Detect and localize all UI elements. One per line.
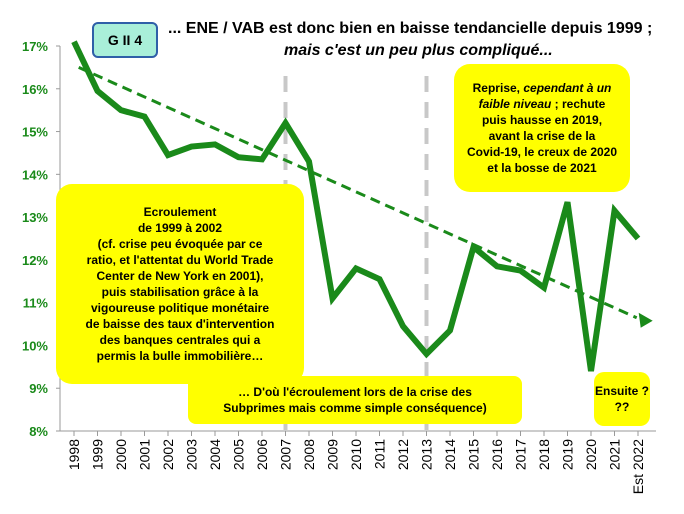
x-tick-label: 2010: [348, 439, 364, 470]
note-left-line: Center de New York en 2001),: [96, 269, 264, 283]
note-left-line: permis la bulle immobilière…: [96, 349, 264, 363]
note-small-line: Ensuite ?: [594, 384, 649, 398]
x-tick-label: 2021: [607, 439, 623, 470]
x-tick-label: 2020: [583, 439, 599, 470]
x-tick-label: 2016: [489, 439, 505, 470]
annotation-recovery: Reprise, cependant à un faible niveau ; …: [454, 64, 630, 192]
y-tick-label: 12%: [22, 253, 48, 268]
note-right-line: avant la crise de la: [488, 129, 596, 143]
note-left-line: de 1999 à 2002: [137, 221, 223, 235]
note-right-line: Covid-19, le creux de 2020: [466, 145, 618, 159]
y-tick-label: 15%: [22, 125, 48, 140]
note-small-line: ??: [614, 400, 630, 414]
annotation-next: Ensuite ? ??: [594, 372, 650, 426]
y-tick-label: 10%: [22, 338, 48, 353]
note-left-line: puis stabilisation grâce à la: [101, 285, 259, 299]
x-tick-label: 2004: [207, 439, 223, 470]
y-tick-label: 13%: [22, 210, 48, 225]
x-tick-label: 2012: [395, 439, 411, 470]
note-left-line: (cf. crise peu évoquée par ce: [97, 237, 263, 251]
note-right-line: puis hausse en 2019,: [481, 113, 603, 127]
x-tick-label: 2011: [372, 439, 388, 469]
y-tick-label: 8%: [29, 424, 48, 439]
annotation-subprimes: … D'où l'écroulement lors de la crise de…: [188, 376, 522, 424]
note-bottom-line: Subprimes mais comme simple conséquence): [223, 401, 487, 415]
trend-dashed-line: [78, 66, 638, 320]
y-axis-ticks: 8% 9% 10% 11% 12% 13% 14% 15% 16% 17%: [22, 39, 60, 439]
x-tick-label: 2001: [137, 439, 153, 470]
trend-line: [78, 66, 653, 328]
x-tick-label: 2006: [254, 439, 270, 470]
y-tick-label: 11%: [23, 296, 49, 311]
note-left-line: des banques centrales qui a: [99, 333, 261, 347]
x-tick-label: 1998: [66, 439, 82, 470]
x-tick-label: 2018: [536, 439, 552, 470]
note-right-line: faible niveau ; rechute: [478, 97, 606, 111]
chart-tag: G II 4: [92, 22, 158, 58]
y-tick-label: 9%: [29, 381, 48, 396]
x-tick-label: 2013: [419, 439, 435, 470]
x-tick-label: 2014: [442, 439, 458, 470]
chart-title-line1: ... ENE / VAB est donc bien en baisse te…: [168, 20, 653, 37]
x-tick-label: 2007: [278, 439, 294, 470]
y-tick-label: 16%: [22, 82, 48, 97]
note-left-line: de baisse des taux d'intervention: [85, 317, 275, 331]
x-tick-label: 2000: [113, 439, 129, 470]
x-tick-label: 2009: [325, 439, 341, 470]
note-right-line: Reprise, cependant à un: [472, 81, 612, 95]
x-tick-label: 2003: [184, 439, 200, 470]
note-bottom-line: … D'où l'écroulement lors de la crise de…: [238, 385, 472, 399]
y-tick-label: 17%: [22, 39, 48, 54]
x-tick-label: 2008: [301, 439, 317, 470]
series-ene-vab: [71, 40, 641, 372]
note-left-line: vigoureuse politique monétaire: [90, 301, 270, 315]
note-right-line: et la bosse de 2021: [487, 161, 597, 175]
y-tick-label: 14%: [22, 167, 48, 182]
x-tick-label: 2002: [160, 439, 176, 470]
note-left-line: ratio, et l'attentat du World Trade: [86, 253, 274, 267]
x-tick-label: 2005: [231, 439, 247, 470]
x-tick-label: 2015: [466, 439, 482, 470]
x-tick-label: 2019: [560, 439, 576, 470]
x-axis-ticks: 1998 1999 2000 2001 2002 2003 2004 2005 2006 2007…: [66, 431, 646, 494]
x-tick-label: 1999: [90, 439, 106, 470]
annotation-collapse-1999-2002: Ecroulement de 1999 à 2002 (cf. crise pe…: [56, 184, 304, 384]
note-left-line: Ecroulement: [143, 205, 217, 219]
series-line: [71, 40, 641, 372]
x-tick-label: 2017: [513, 439, 529, 470]
x-tick-label: Est 2022: [630, 439, 646, 494]
chart-title-line2: mais c'est un peu plus compliqué...: [284, 42, 553, 59]
trend-arrow-head: [638, 312, 653, 328]
